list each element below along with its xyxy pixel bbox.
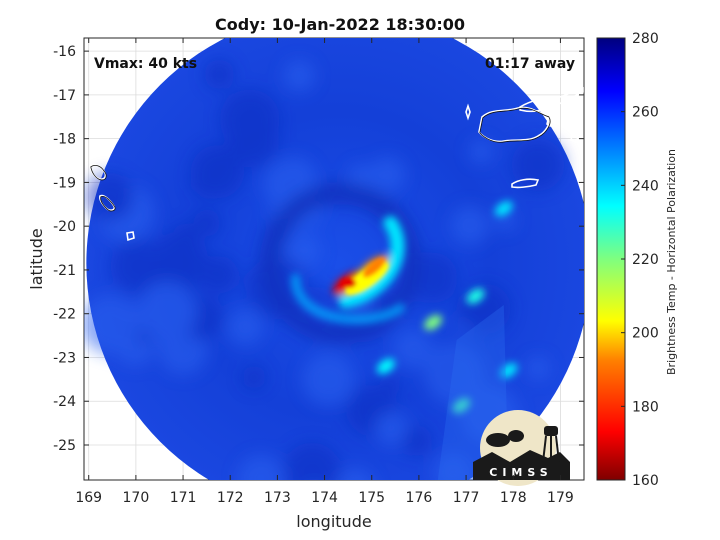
rain-band <box>424 314 442 331</box>
coast-yasawa <box>465 103 471 121</box>
x-tick-label: 175 <box>358 490 385 506</box>
x-tick-label: 170 <box>123 490 150 506</box>
logo-tower-tank <box>544 426 558 436</box>
cloud-texture <box>302 353 355 406</box>
y-tick-label: -19 <box>53 175 76 191</box>
cloud-texture <box>402 426 433 457</box>
x-axis-label: longitude <box>296 512 371 531</box>
spiral-band <box>259 182 422 345</box>
y-tick-label: -16 <box>53 44 76 60</box>
logo-dish-2 <box>508 430 524 442</box>
microwave-swath <box>84 38 584 480</box>
coast-west-3 <box>126 231 135 242</box>
rain-band <box>452 398 471 414</box>
logo-banner <box>473 462 570 480</box>
rain-band <box>377 358 395 374</box>
chart-title: Cody: 10-Jan-2022 18:30:00 <box>215 15 465 34</box>
coast-fiji-viti-levu <box>478 106 551 143</box>
cloud-texture <box>204 59 235 90</box>
cloud-texture <box>137 282 197 342</box>
colorbar-label: Brightness Temp - Horizontal Polarizatio… <box>665 149 678 375</box>
y-tick-label: -17 <box>53 88 76 104</box>
cloud-texture <box>149 231 209 291</box>
cloud-texture <box>193 209 221 237</box>
cloud-texture <box>242 365 266 389</box>
cloud-texture <box>370 157 406 193</box>
cold-core-center <box>340 278 357 289</box>
x-tick-label: 173 <box>264 490 291 506</box>
colorbar-tick-label: 280 <box>632 31 659 47</box>
cloud-texture <box>200 255 239 294</box>
rain-band <box>494 201 513 217</box>
x-tick-label: 176 <box>406 490 433 506</box>
cold-core-band <box>362 257 386 278</box>
cloud-texture <box>379 374 401 396</box>
y-axis: -16 -17 -18 -19 -20 -21 -22 -23 -24 -25 <box>53 44 584 454</box>
coast-kadavu <box>511 178 540 189</box>
cloud-texture <box>336 467 374 480</box>
colorbar-tick-label: 220 <box>632 252 659 268</box>
coast-fiji-vanua-levu <box>519 86 584 113</box>
y-tick-label: -23 <box>53 350 76 366</box>
colorbar-tick-label: 180 <box>632 399 659 415</box>
x-tick-label: 179 <box>547 490 574 506</box>
cimss-logo: CIMSS <box>473 410 570 486</box>
cloud-texture <box>283 442 341 480</box>
cloud-texture <box>423 342 486 405</box>
rain-band <box>499 363 518 379</box>
colorbar-tick-label: 160 <box>632 473 659 489</box>
x-tick-label: 174 <box>311 490 338 506</box>
cloud-texture <box>283 59 316 92</box>
cloud-texture <box>433 452 473 480</box>
eyewall-arc <box>338 216 405 309</box>
cloud-texture <box>85 172 134 221</box>
cloud-texture <box>525 356 550 381</box>
logo-dish-1 <box>486 433 510 447</box>
vmax-label: Vmax: 40 kts <box>94 56 197 72</box>
cloud-texture <box>393 329 434 369</box>
outer-band-arc <box>291 273 406 324</box>
logo-tower-legs <box>542 435 560 463</box>
coastline-shadows <box>90 107 551 212</box>
colorbar-tick-label: 260 <box>632 105 659 121</box>
cloud-texture <box>190 169 215 194</box>
colorbar <box>596 37 626 481</box>
time-away-label: 01:17 away <box>485 56 575 72</box>
cloud-texture <box>450 205 490 246</box>
cloud-texture <box>226 308 264 346</box>
x-tick-label: 171 <box>170 490 197 506</box>
colorbar-tick-label: 200 <box>632 326 659 342</box>
cloud-texture <box>456 289 497 331</box>
rain-band <box>466 288 485 304</box>
logo-text: CIMSS <box>489 466 552 479</box>
x-tick-label: 172 <box>217 490 244 506</box>
coast-lau-2 <box>546 118 554 128</box>
colorbar-ticks: 160 180 200 220 240 260 280 <box>621 31 659 489</box>
cloud-texture <box>375 412 410 446</box>
y-tick-label: -24 <box>53 394 76 410</box>
cloud-texture <box>469 139 493 164</box>
y-tick-label: -22 <box>53 307 76 323</box>
cloud-texture <box>511 138 565 192</box>
y-axis-label: latitude <box>27 228 46 289</box>
colorbar-tick-label: 240 <box>632 178 659 194</box>
x-axis: 169 170 171 172 173 174 175 176 177 178 179 <box>75 38 574 506</box>
y-tick-label: -25 <box>53 438 76 454</box>
x-tick-label: 178 <box>500 490 527 506</box>
y-tick-label: -21 <box>53 263 76 279</box>
y-tick-label: -20 <box>53 219 76 235</box>
cloud-texture <box>225 114 279 168</box>
coast-lau-1 <box>570 134 580 144</box>
cloud-texture <box>237 454 284 480</box>
cloud-texture <box>84 294 141 354</box>
x-tick-label: 169 <box>75 490 102 506</box>
y-tick-label: -18 <box>53 132 76 148</box>
x-tick-label: 177 <box>453 490 480 506</box>
